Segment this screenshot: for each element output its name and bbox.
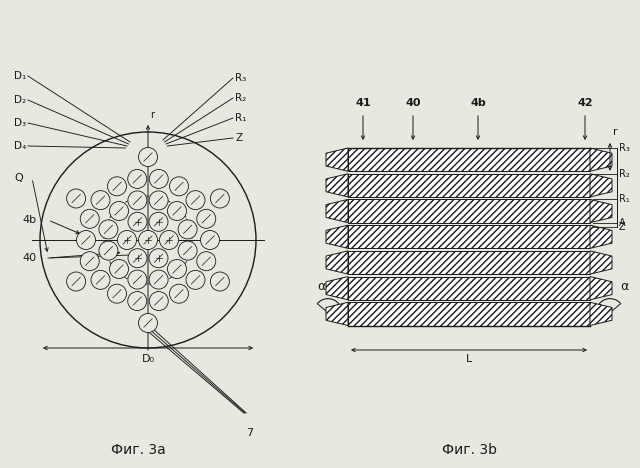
Circle shape (128, 169, 147, 189)
Polygon shape (348, 199, 590, 223)
Text: D₁: D₁ (14, 71, 26, 81)
Circle shape (108, 284, 127, 303)
Polygon shape (348, 302, 590, 326)
Circle shape (149, 212, 168, 231)
Polygon shape (590, 302, 612, 326)
Circle shape (196, 209, 216, 228)
Text: 7: 7 (246, 428, 253, 438)
Circle shape (67, 189, 86, 208)
Circle shape (138, 314, 157, 332)
Text: 40: 40 (22, 253, 36, 263)
Circle shape (178, 241, 197, 260)
Text: 4b: 4b (22, 215, 36, 225)
Polygon shape (590, 277, 612, 300)
Text: 42: 42 (577, 98, 593, 108)
Text: R₁: R₁ (619, 194, 630, 205)
Circle shape (186, 271, 205, 289)
Polygon shape (590, 225, 612, 249)
Circle shape (128, 249, 147, 268)
Text: D₄: D₄ (14, 141, 26, 151)
Circle shape (149, 249, 168, 268)
Polygon shape (326, 225, 348, 249)
Circle shape (91, 271, 110, 289)
Polygon shape (348, 148, 590, 171)
Circle shape (186, 190, 205, 210)
Text: α: α (317, 280, 325, 292)
Polygon shape (326, 199, 348, 223)
Circle shape (128, 212, 147, 231)
Circle shape (170, 177, 189, 196)
Circle shape (80, 252, 99, 271)
Polygon shape (348, 251, 590, 274)
Text: Z: Z (619, 222, 626, 232)
Circle shape (118, 231, 136, 249)
Circle shape (149, 270, 168, 289)
Circle shape (128, 270, 147, 289)
Text: R₁: R₁ (235, 113, 246, 123)
Circle shape (149, 292, 168, 311)
Polygon shape (348, 174, 590, 197)
Text: r: r (613, 127, 618, 137)
Text: Фиг. 3a: Фиг. 3a (111, 443, 165, 457)
Polygon shape (326, 148, 348, 171)
Polygon shape (590, 251, 612, 274)
Text: Q: Q (14, 173, 23, 183)
Circle shape (159, 231, 179, 249)
Circle shape (178, 220, 197, 239)
Text: Фиг. 3b: Фиг. 3b (442, 443, 497, 457)
Polygon shape (348, 277, 590, 300)
Circle shape (109, 202, 129, 220)
Text: 41: 41 (355, 98, 371, 108)
Circle shape (149, 169, 168, 189)
Text: R₃: R₃ (235, 73, 246, 83)
Text: R₃: R₃ (619, 143, 630, 153)
Circle shape (67, 272, 86, 291)
Text: Z: Z (235, 133, 242, 143)
Text: D₃: D₃ (14, 118, 26, 128)
Text: R₂: R₂ (235, 93, 246, 103)
Polygon shape (590, 199, 612, 223)
Circle shape (91, 190, 110, 210)
Circle shape (170, 284, 189, 303)
Text: D₀: D₀ (141, 354, 154, 364)
Circle shape (196, 252, 216, 271)
Polygon shape (590, 174, 612, 197)
Text: 4b: 4b (470, 98, 486, 108)
Text: R₂: R₂ (619, 169, 630, 179)
Circle shape (138, 147, 157, 167)
Circle shape (200, 231, 220, 249)
Circle shape (211, 272, 229, 291)
Circle shape (168, 259, 186, 278)
Polygon shape (326, 277, 348, 300)
Circle shape (149, 191, 168, 210)
Circle shape (99, 220, 118, 239)
Circle shape (77, 231, 95, 249)
Circle shape (168, 202, 186, 220)
Circle shape (108, 177, 127, 196)
Polygon shape (348, 225, 590, 249)
Text: L: L (466, 354, 472, 364)
Polygon shape (326, 251, 348, 274)
Polygon shape (326, 174, 348, 197)
Circle shape (109, 259, 129, 278)
Text: r: r (150, 110, 154, 120)
Circle shape (138, 231, 157, 249)
Circle shape (99, 241, 118, 260)
Circle shape (128, 191, 147, 210)
Circle shape (211, 189, 229, 208)
Circle shape (80, 209, 99, 228)
Text: D₂: D₂ (14, 95, 26, 105)
Text: α: α (620, 280, 628, 292)
Polygon shape (590, 148, 612, 171)
Text: 40: 40 (405, 98, 420, 108)
Circle shape (128, 292, 147, 311)
Text: A: A (619, 218, 626, 227)
Polygon shape (326, 302, 348, 326)
